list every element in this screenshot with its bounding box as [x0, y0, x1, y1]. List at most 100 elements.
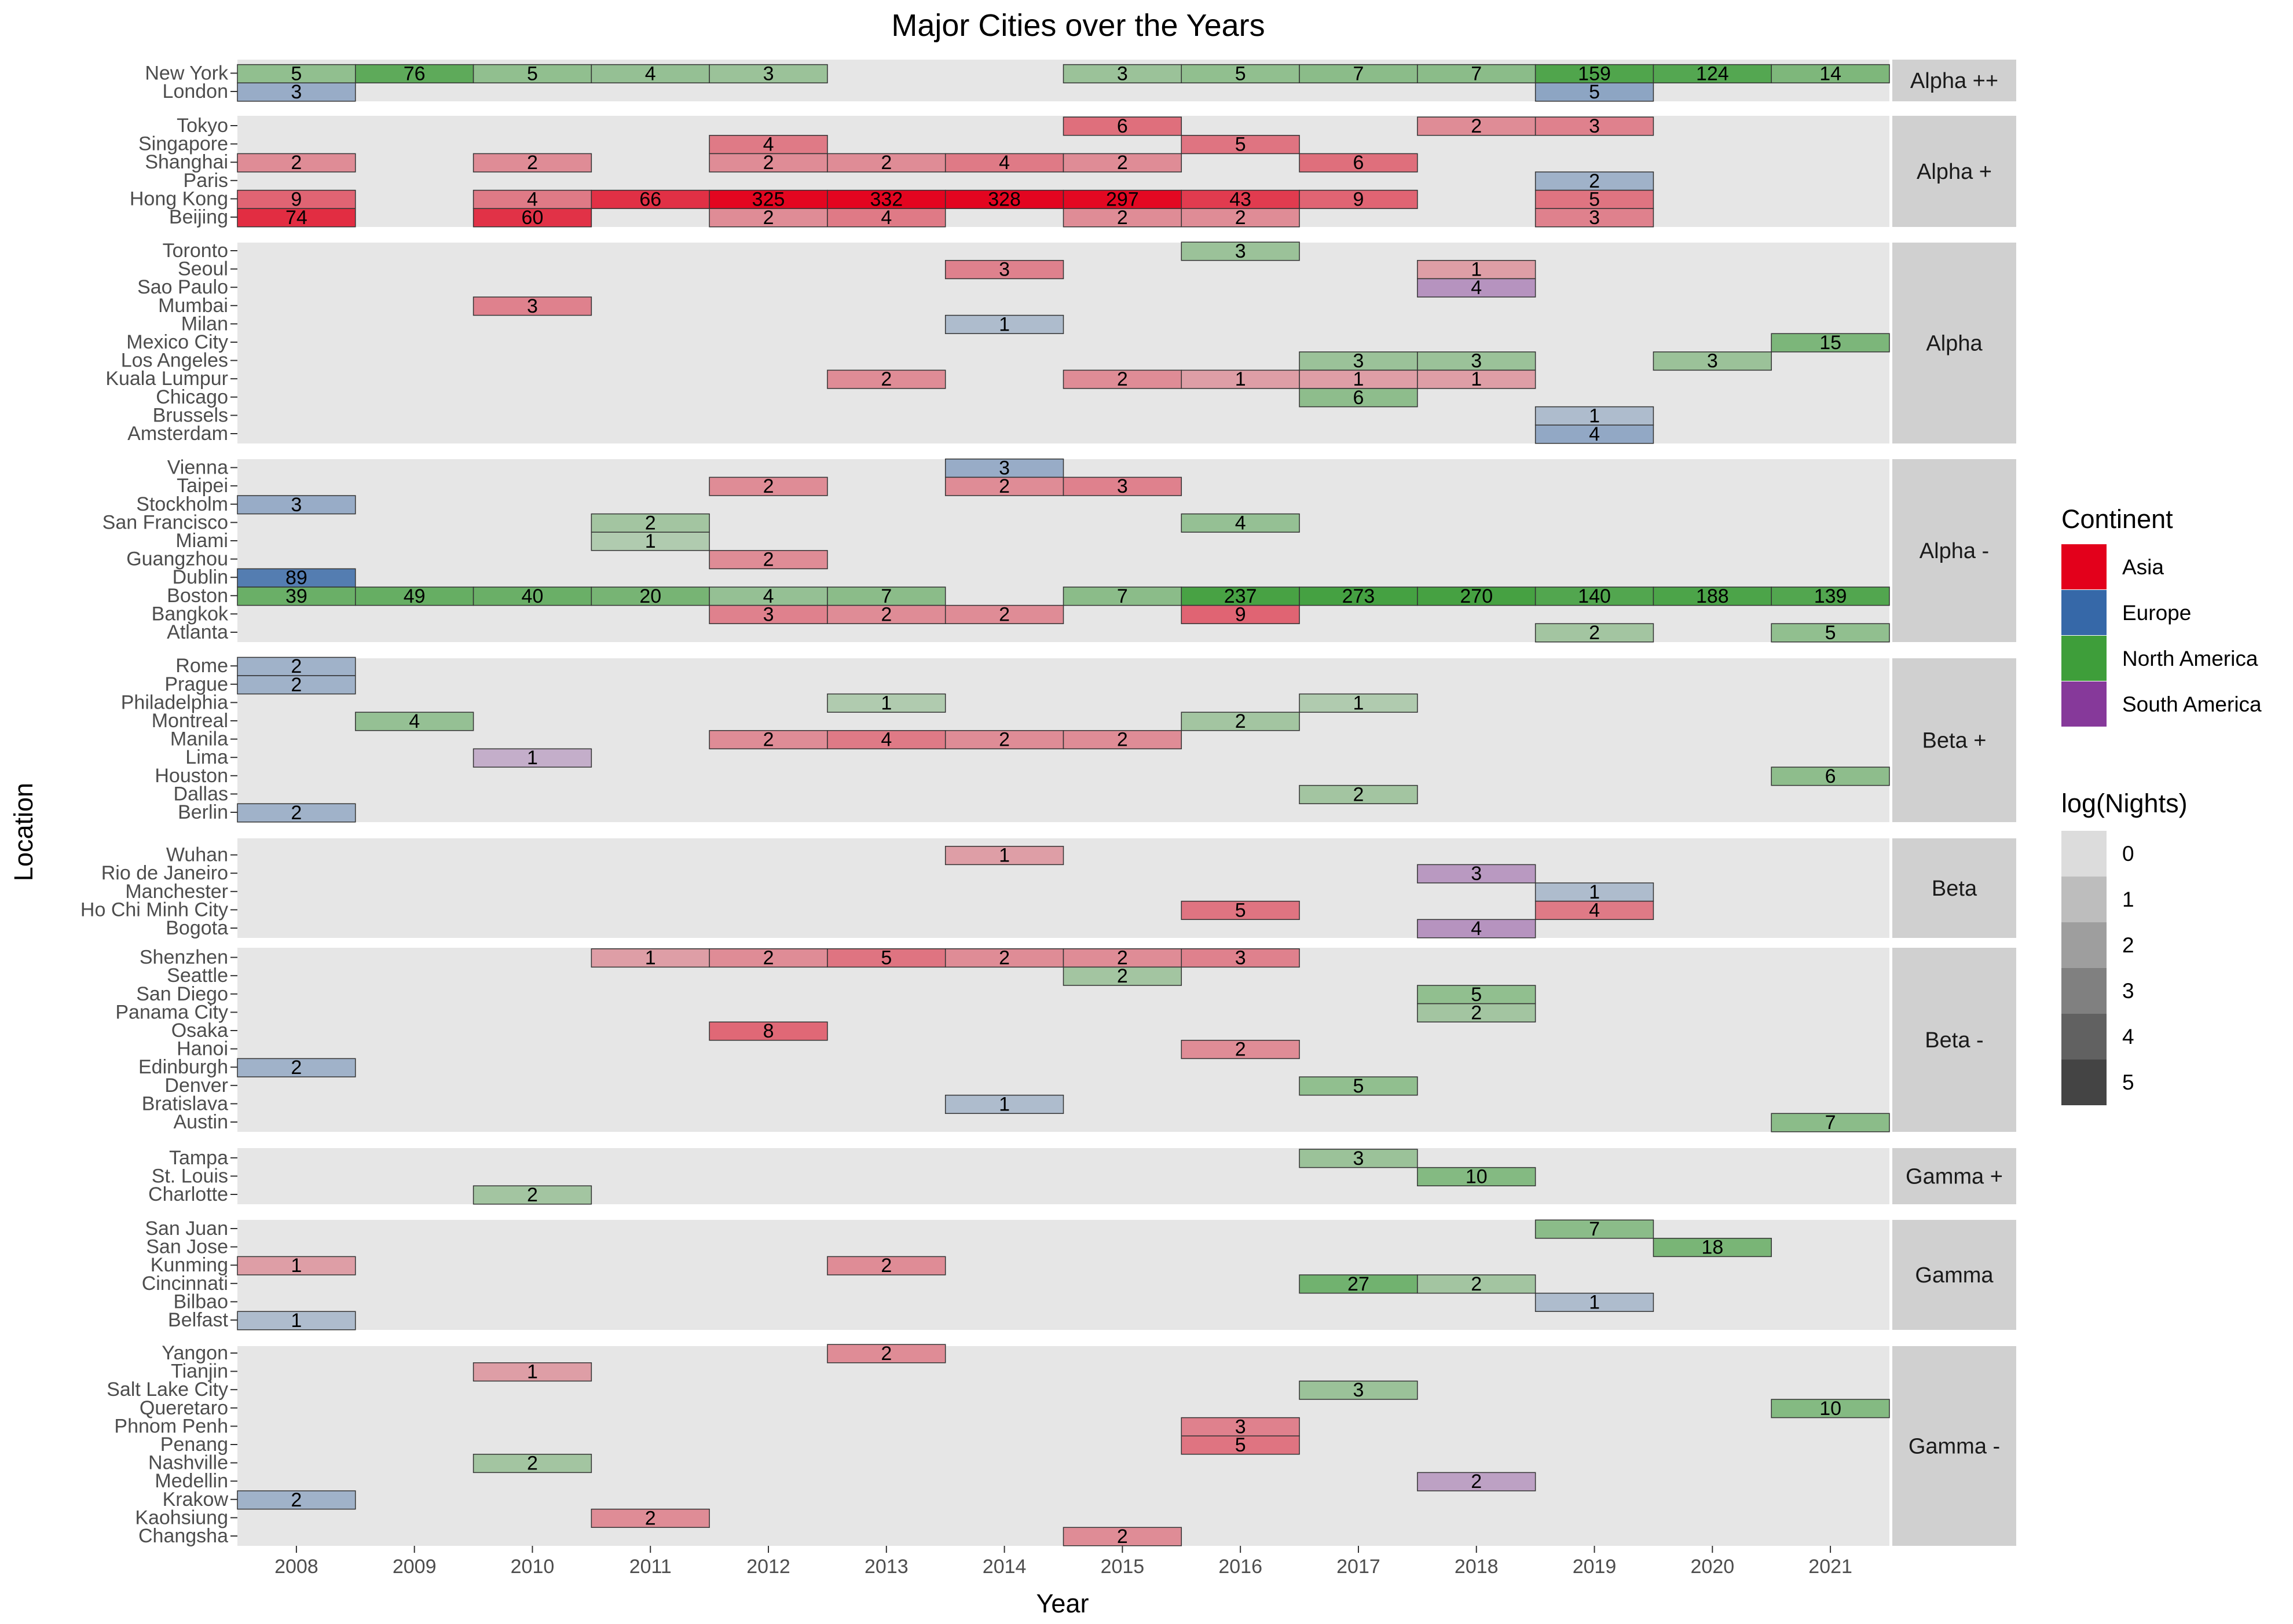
- y-tick-label: Belfast: [168, 1309, 228, 1331]
- heatmap-cell: [237, 1058, 356, 1077]
- heatmap-cell: [1534, 171, 1654, 191]
- y-tick-label: Kuala Lumpur: [105, 368, 228, 390]
- legend-continent-label: North America: [2122, 647, 2258, 670]
- cell-value-label: 2: [999, 729, 1010, 751]
- y-tick-label: Rio de Janeiro: [101, 862, 228, 884]
- heatmap-cell: [1771, 586, 1890, 606]
- panel-strip-label: Alpha: [1926, 332, 1983, 356]
- cell-value-label: 2: [1471, 1002, 1482, 1024]
- cell-value-label: 2: [1235, 207, 1246, 229]
- legend-nights-swatch: [2061, 968, 2107, 1014]
- heatmap-cell: [1063, 189, 1182, 209]
- heatmap-cell: [1299, 153, 1418, 173]
- y-tick-label: Austin: [174, 1111, 229, 1133]
- x-tick-label: 2010: [511, 1556, 555, 1578]
- heatmap-cell: [1181, 241, 1300, 261]
- y-tick-label: Sao Paulo: [137, 276, 228, 298]
- legend-nights-label: 1: [2122, 888, 2134, 911]
- heatmap-cell: [1771, 1399, 1890, 1418]
- cell-value-label: 8: [763, 1020, 774, 1042]
- cell-value-label: 3: [291, 81, 302, 103]
- heatmap-cell: [472, 748, 592, 768]
- heatmap-cell: [1181, 208, 1300, 228]
- heatmap-cell: [1771, 333, 1890, 353]
- cell-value-label: 4: [1589, 423, 1600, 445]
- cell-value-label: 332: [870, 188, 903, 210]
- heatmap-cell: [1181, 189, 1300, 209]
- cell-value-label: 3: [1117, 475, 1128, 497]
- x-tick-label: 2017: [1336, 1556, 1380, 1578]
- heatmap-cell: [827, 693, 946, 713]
- cell-value-label: 2: [763, 947, 774, 969]
- cell-value-label: 5: [1235, 134, 1246, 156]
- heatmap-cell: [1181, 900, 1300, 920]
- cell-value-label: 6: [1117, 115, 1128, 137]
- cell-value-label: 3: [291, 494, 302, 516]
- heatmap-cell: [709, 948, 828, 968]
- heatmap-cell: [1534, 900, 1654, 920]
- heatmap-cell: [1417, 864, 1536, 884]
- cell-value-label: 2: [1471, 115, 1482, 137]
- heatmap-cell: [472, 1185, 592, 1205]
- cell-value-label: 9: [291, 188, 302, 210]
- heatmap-cell: [1063, 966, 1182, 986]
- heatmap-cell: [1534, 208, 1654, 228]
- y-tick-label: Toronto: [163, 240, 228, 262]
- heatmap-cell: [1417, 369, 1536, 389]
- heatmap-cell: [709, 550, 828, 570]
- heatmap-cell: [355, 712, 474, 731]
- heatmap-cell: [1063, 730, 1182, 750]
- legend-continent-swatch: [2061, 636, 2107, 681]
- heatmap-cell: [827, 369, 946, 389]
- cell-value-label: 2: [999, 603, 1010, 625]
- cell-value-label: 10: [1819, 1398, 1841, 1420]
- heatmap-cell: [1534, 82, 1654, 102]
- legend-nights-label: 4: [2122, 1025, 2134, 1049]
- panel-4: Beta + Rome 2 Prague 2 Philadelphia 1 1 Montreal…: [121, 655, 2016, 824]
- y-tick-label: Milan: [181, 313, 228, 335]
- heatmap-cell: [944, 1094, 1064, 1114]
- heatmap-cell: [1299, 784, 1418, 804]
- y-tick-label: Hanoi: [177, 1038, 228, 1060]
- heatmap-cell: [1417, 1167, 1536, 1186]
- cell-value-label: 1: [645, 530, 656, 552]
- x-tick-label: 2012: [746, 1556, 790, 1578]
- heatmap-cell: [944, 948, 1064, 968]
- panel-strip: [1892, 838, 2016, 938]
- heatmap-cell: [237, 189, 356, 209]
- cell-value-label: 5: [1235, 899, 1246, 921]
- cell-value-label: 4: [1235, 512, 1246, 534]
- y-tick-label: Atlanta: [167, 621, 228, 643]
- legend: Continent log(Nights) Asia Europe North Am…: [2061, 504, 2262, 1105]
- heatmap-cell: [472, 1362, 592, 1382]
- heatmap-cell: [944, 604, 1064, 624]
- cell-value-label: 124: [1696, 63, 1729, 85]
- heatmap-cell: [944, 730, 1064, 750]
- cell-value-label: 3: [1235, 1416, 1246, 1438]
- cell-value-label: 188: [1696, 585, 1729, 607]
- heatmap-cell: [1417, 586, 1536, 606]
- heatmap-cell: [1181, 586, 1300, 606]
- y-tick-label: Tokyo: [177, 115, 228, 137]
- x-tick-label: 2020: [1691, 1556, 1735, 1578]
- x-tick-label: 2014: [983, 1556, 1027, 1578]
- heatmap-cell: [1653, 351, 1772, 371]
- heatmap-cell: [827, 1256, 946, 1275]
- cell-value-label: 4: [999, 152, 1010, 174]
- cell-value-label: 7: [881, 585, 892, 607]
- cell-value-label: 2: [645, 512, 656, 534]
- y-axis-label: Location: [9, 783, 38, 881]
- heatmap-cell: [1534, 1219, 1654, 1239]
- heatmap-cell: [237, 1490, 356, 1510]
- plot-panels: Alpha ++New York 5 76 5 4 3 3 5 7 7 159 124 14London…: [80, 60, 2016, 1548]
- panel-0: Alpha ++New York 5 76 5 4 3 3 5 7 7 159 124 14London…: [145, 60, 2016, 103]
- heatmap-cell: [1534, 882, 1654, 902]
- heatmap-cell: [1417, 64, 1536, 83]
- heatmap-cell: [1181, 369, 1300, 389]
- cell-value-label: 2: [527, 152, 538, 174]
- heatmap-cell: [1299, 1380, 1418, 1400]
- panel-strip-label: Gamma: [1915, 1263, 1994, 1288]
- y-tick-label: Changsha: [138, 1525, 228, 1547]
- heatmap-cell: [591, 531, 710, 551]
